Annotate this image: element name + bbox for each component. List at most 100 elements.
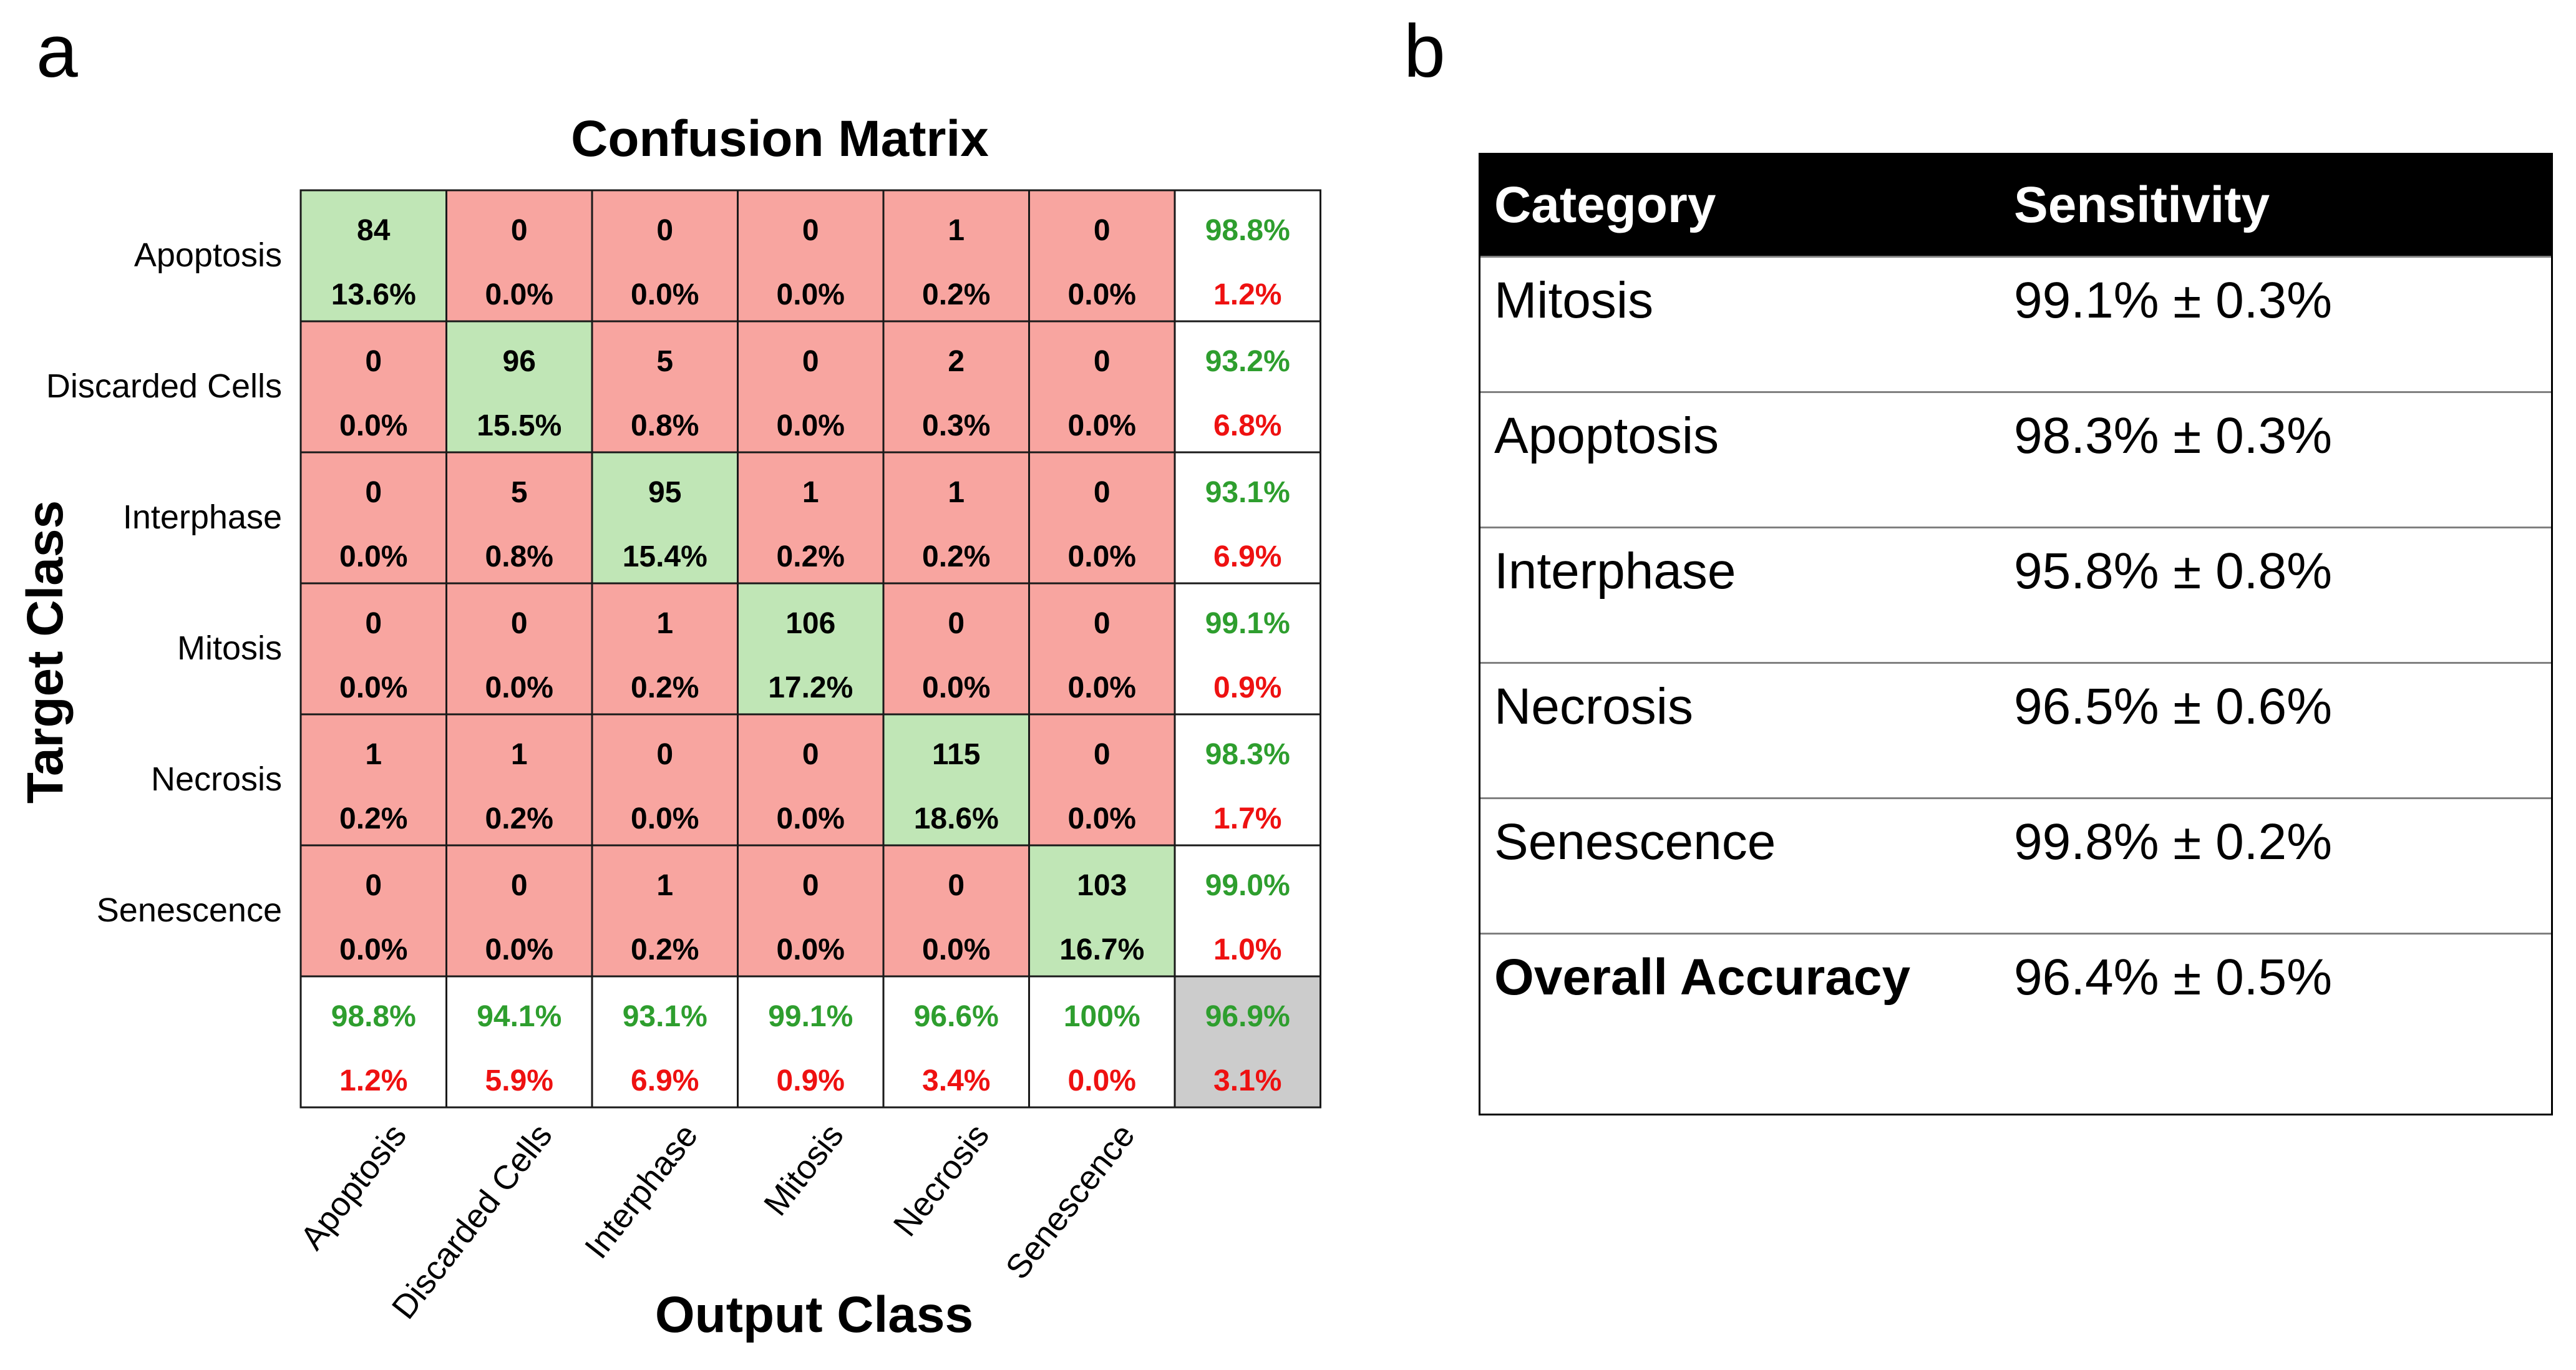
matrix-cell-top: 0 [802, 738, 819, 771]
header-category: Category [1494, 177, 1716, 233]
row-summary-cell-bottom: 0.9% [1213, 671, 1281, 704]
matrix-cell-top: 95 [648, 476, 681, 509]
matrix-cell [299, 189, 447, 323]
matrix-cell-bottom: 17.2% [768, 671, 853, 704]
row-summary-cell-top: 98.8% [1205, 214, 1290, 247]
matrix-cell-bottom: 0.0% [339, 409, 407, 442]
row-summary-cell [1174, 582, 1321, 716]
row-summary-cell-bottom: 1.0% [1213, 933, 1281, 966]
matrix-cell-bottom: 18.6% [914, 802, 999, 835]
matrix-cell-bottom: 0.2% [631, 933, 699, 966]
table-header: Category Sensitivity [1480, 155, 2551, 256]
matrix-cell-bottom: 0.0% [485, 671, 553, 704]
output-class-label: Senescence [998, 1117, 1142, 1286]
output-class-label: Mitosis [757, 1117, 851, 1222]
matrix-cell-bottom: 0.0% [339, 933, 407, 966]
matrix-cell-top: 0 [1094, 214, 1111, 247]
matrix-cell [882, 320, 1030, 454]
row-summary-cell [1174, 189, 1321, 323]
matrix-cell [445, 320, 593, 454]
column-summary-cell-bottom: 5.9% [485, 1064, 553, 1097]
matrix-cell-bottom: 0.0% [777, 278, 845, 311]
matrix-cell [299, 320, 447, 454]
target-class-label: Discarded Cells [46, 367, 282, 405]
matrix-cell-top: 1 [656, 869, 673, 902]
row-category: Mitosis [1494, 272, 1654, 329]
matrix-cell-bottom: 0.2% [922, 278, 990, 311]
matrix-cell-top: 1 [511, 738, 528, 771]
column-summary-cell [737, 975, 885, 1109]
matrix-cell [591, 189, 739, 323]
matrix-cell-top: 2 [948, 345, 965, 378]
matrix-cell-bottom: 0.0% [777, 933, 845, 966]
matrix-cell [591, 713, 739, 847]
header-sensitivity: Sensitivity [2014, 177, 2270, 233]
matrix-cell-top: 0 [1094, 476, 1111, 509]
matrix-cell [299, 713, 447, 847]
row-category: Apoptosis [1494, 407, 1719, 464]
column-summary-cell [1028, 975, 1176, 1109]
matrix-cell [299, 582, 447, 716]
matrix-cell-bottom: 0.0% [777, 802, 845, 835]
matrix-cell-bottom: 0.0% [922, 933, 990, 966]
matrix-cell-bottom: 0.0% [339, 671, 407, 704]
matrix-cell [1028, 451, 1176, 585]
table-row: Senescence 99.8% ± 0.2% [1480, 797, 2551, 933]
matrix-cell-bottom: 0.0% [485, 278, 553, 311]
target-class-label: Necrosis [151, 760, 282, 798]
row-summary-cell-bottom: 6.8% [1213, 409, 1281, 442]
row-summary-cell-top: 99.0% [1205, 869, 1290, 902]
row-sensitivity: 96.5% ± 0.6% [2014, 678, 2332, 735]
row-summary-cell-top: 98.3% [1205, 738, 1290, 771]
matrix-cell-top: 0 [1094, 607, 1111, 640]
row-sensitivity: 98.3% ± 0.3% [2014, 407, 2332, 464]
column-summary-cell-top: 96.6% [914, 1000, 999, 1033]
matrix-cell [737, 582, 885, 716]
target-class-label: Interphase [123, 498, 282, 536]
row-sensitivity: 99.8% ± 0.2% [2014, 814, 2332, 870]
matrix-cell-bottom: 15.5% [477, 409, 561, 442]
matrix-cell [299, 844, 447, 978]
panel-label-b: b [1404, 9, 1446, 93]
matrix-cell [591, 582, 739, 716]
matrix-cell-bottom: 0.0% [1068, 671, 1136, 704]
output-class-label: Discarded Cells [385, 1117, 560, 1326]
row-summary-cell-top: 93.1% [1205, 476, 1290, 509]
panel-label-a: a [36, 9, 78, 93]
matrix-cell-top: 0 [656, 214, 673, 247]
matrix-cell-bottom: 0.0% [631, 802, 699, 835]
column-summary-cell-top: 94.1% [477, 1000, 561, 1033]
column-summary-cell [445, 975, 593, 1109]
matrix-cell-top: 103 [1077, 869, 1127, 902]
table-row-overall: Overall Accuracy 96.4% ± 0.5% [1480, 933, 2551, 1114]
row-summary-cell-top: 93.2% [1205, 345, 1290, 378]
matrix-cell-bottom: 0.2% [485, 802, 553, 835]
output-class-label: Apoptosis [293, 1117, 414, 1256]
target-class-label: Senescence [97, 891, 282, 929]
table-row: Mitosis 99.1% ± 0.3% [1480, 256, 2551, 391]
row-summary-cell-top: 99.1% [1205, 607, 1290, 640]
row-summary-cell [1174, 451, 1321, 585]
y-axis-label: Target Class [17, 500, 74, 804]
matrix-cell [882, 451, 1030, 585]
column-summary-cell-top: 100% [1064, 1000, 1140, 1033]
matrix-cell [299, 451, 447, 585]
matrix-cell-bottom: 0.8% [485, 540, 553, 573]
matrix-cell [882, 582, 1030, 716]
target-class-label: Apoptosis [134, 236, 282, 274]
matrix-cell-top: 1 [802, 476, 819, 509]
row-summary-cell-bottom: 1.7% [1213, 802, 1281, 835]
matrix-cell-bottom: 0.0% [485, 933, 553, 966]
row-category: Overall Accuracy [1494, 949, 1911, 1006]
overall-accuracy-cell [1174, 975, 1321, 1109]
table-row: Necrosis 96.5% ± 0.6% [1480, 662, 2551, 797]
matrix-cell [445, 582, 593, 716]
matrix-cell-bottom: 16.7% [1059, 933, 1144, 966]
matrix-cell-top: 0 [802, 869, 819, 902]
matrix-cell [1028, 320, 1176, 454]
row-summary-cell-bottom: 6.9% [1213, 540, 1281, 573]
matrix-cell-top: 0 [365, 476, 382, 509]
matrix-cell-top: 0 [802, 214, 819, 247]
matrix-cell [445, 451, 593, 585]
row-sensitivity: 99.1% ± 0.3% [2014, 272, 2332, 329]
